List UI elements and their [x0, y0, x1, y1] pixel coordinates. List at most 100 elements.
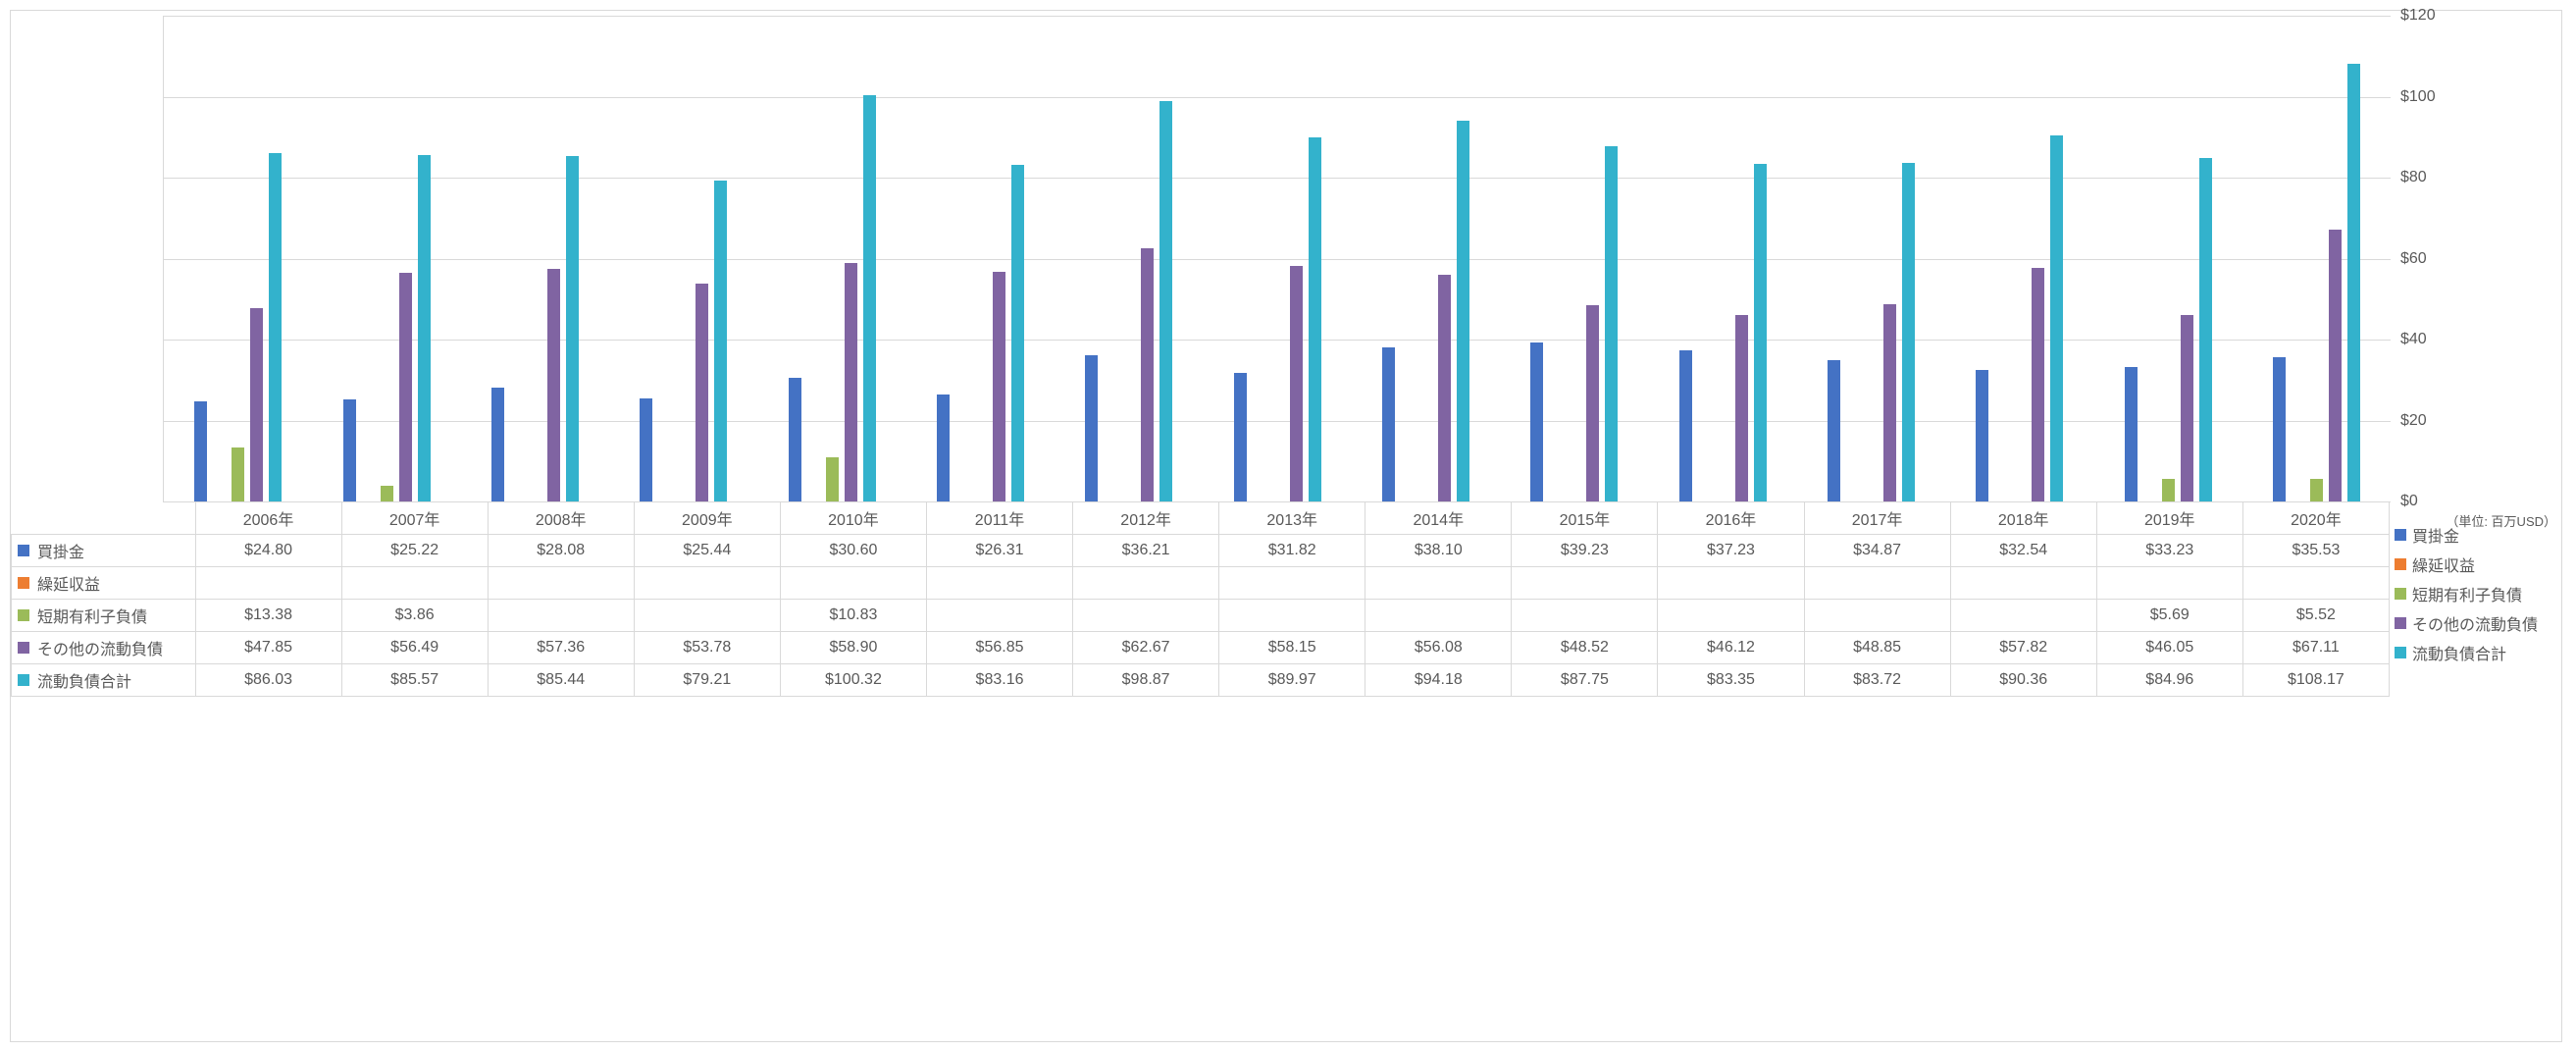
legend-label: 買掛金: [2412, 523, 2459, 547]
year-header: 2015年: [1512, 502, 1658, 535]
data-cell: $57.36: [488, 632, 634, 664]
data-cell: $48.85: [1804, 632, 1950, 664]
data-cell: [1219, 567, 1365, 600]
gridline: [164, 97, 2391, 98]
bar: [1382, 347, 1395, 501]
data-cell: $84.96: [2096, 664, 2242, 697]
legend-swatch: [2395, 529, 2406, 541]
year-header: 2006年: [195, 502, 341, 535]
bar: [2125, 367, 2138, 501]
data-cell: [2096, 567, 2242, 600]
bar: [1309, 137, 1321, 501]
data-cell: $56.85: [926, 632, 1072, 664]
data-cell: [1658, 567, 1804, 600]
bar: [566, 156, 579, 501]
data-cell: [1365, 567, 1512, 600]
series-row-header: 流動負債合計: [12, 664, 196, 697]
data-cell: $26.31: [926, 535, 1072, 567]
data-cell: [1512, 567, 1658, 600]
y-tick-label: $0: [2400, 493, 2543, 510]
bar: [1976, 370, 1988, 501]
bar: [1883, 304, 1896, 502]
year-header: 2012年: [1073, 502, 1219, 535]
data-cell: $33.23: [2096, 535, 2242, 567]
data-cell: $89.97: [1219, 664, 1365, 697]
data-cell: [634, 567, 780, 600]
bar: [250, 308, 263, 501]
bar: [399, 273, 412, 501]
data-cell: $100.32: [780, 664, 926, 697]
data-cell: $83.35: [1658, 664, 1804, 697]
bar: [640, 398, 652, 501]
bar: [2181, 315, 2193, 501]
gridline: [164, 16, 2391, 17]
data-cell: [488, 600, 634, 632]
year-header: 2008年: [488, 502, 634, 535]
data-cell: $94.18: [1365, 664, 1512, 697]
y-tick-label: $120: [2400, 7, 2543, 25]
bar: [2347, 64, 2360, 501]
data-cell: $83.16: [926, 664, 1072, 697]
bar: [1141, 248, 1154, 502]
year-header: 2019年: [2096, 502, 2242, 535]
series-marker: [18, 577, 29, 589]
data-cell: $86.03: [195, 664, 341, 697]
bar: [2329, 230, 2342, 501]
legend-label: 流動負債合計: [2412, 641, 2506, 664]
legend-item: 買掛金: [2395, 520, 2556, 550]
bar: [1085, 355, 1098, 501]
series-marker: [18, 674, 29, 686]
legend-label: その他の流動負債: [2412, 611, 2538, 635]
data-cell: $58.15: [1219, 632, 1365, 664]
year-header: 2016年: [1658, 502, 1804, 535]
bar: [937, 394, 950, 501]
y-tick-label: $40: [2400, 331, 2543, 348]
chart-container: $0$20$40$60$80$100$120 （単位: 百万USD） 2006年…: [10, 10, 2562, 1042]
year-header: 2017年: [1804, 502, 1950, 535]
legend-swatch: [2395, 558, 2406, 570]
bar: [418, 155, 431, 501]
series-row-header: 短期有利子負債: [12, 600, 196, 632]
data-cell: $58.90: [780, 632, 926, 664]
data-cell: $5.69: [2096, 600, 2242, 632]
data-cell: [1219, 600, 1365, 632]
bar: [1586, 305, 1599, 501]
year-header: 2018年: [1950, 502, 2096, 535]
data-cell: [926, 600, 1072, 632]
data-cell: $10.83: [780, 600, 926, 632]
data-cell: $32.54: [1950, 535, 2096, 567]
data-cell: $3.86: [341, 600, 488, 632]
data-cell: $67.11: [2242, 632, 2389, 664]
legend-label: 短期有利子負債: [2412, 582, 2522, 605]
series-row-header: その他の流動負債: [12, 632, 196, 664]
legend-item: 流動負債合計: [2395, 638, 2556, 667]
data-cell: $56.08: [1365, 632, 1512, 664]
data-cell: $25.22: [341, 535, 488, 567]
data-cell: $36.21: [1073, 535, 1219, 567]
data-cell: $46.12: [1658, 632, 1804, 664]
bar: [714, 181, 727, 501]
data-cell: [1950, 600, 2096, 632]
bar: [491, 388, 504, 501]
data-cell: $31.82: [1219, 535, 1365, 567]
data-cell: $87.75: [1512, 664, 1658, 697]
series-row-header: 買掛金: [12, 535, 196, 567]
legend-item: 短期有利子負債: [2395, 579, 2556, 608]
bar: [1828, 360, 1840, 501]
data-cell: [1804, 567, 1950, 600]
bar: [1679, 350, 1692, 501]
bar: [2310, 479, 2323, 501]
data-cell: $37.23: [1658, 535, 1804, 567]
y-tick-label: $60: [2400, 250, 2543, 268]
legend-item: その他の流動負債: [2395, 608, 2556, 638]
y-tick-label: $100: [2400, 88, 2543, 106]
data-cell: $108.17: [2242, 664, 2389, 697]
series-marker: [18, 545, 29, 556]
bar: [343, 399, 356, 501]
data-cell: $34.87: [1804, 535, 1950, 567]
y-tick-label: $20: [2400, 412, 2543, 430]
bar: [1290, 266, 1303, 501]
y-tick-label: $80: [2400, 169, 2543, 186]
bar: [1754, 164, 1767, 501]
bar: [845, 263, 857, 501]
